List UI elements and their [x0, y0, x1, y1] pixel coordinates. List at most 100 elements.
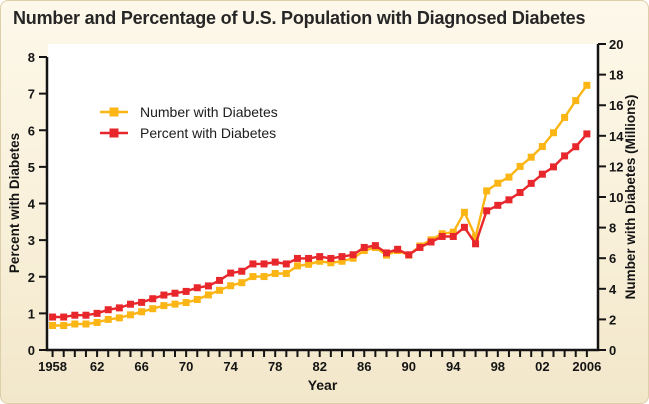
data-point-marker	[260, 273, 268, 281]
legend-label-percent: Percent with Diabetes	[140, 125, 277, 141]
data-point-marker	[316, 257, 324, 265]
data-point-marker	[115, 304, 123, 312]
data-point-marker	[49, 322, 57, 330]
data-point-marker	[438, 232, 446, 240]
data-point-marker	[316, 253, 324, 261]
data-point-marker	[327, 254, 335, 262]
data-point-marker	[505, 196, 513, 204]
left-tick-label: 6	[28, 123, 35, 138]
left-tick-label: 8	[28, 50, 35, 65]
x-tick-label: 1958	[38, 359, 67, 374]
right-tick-label: 16	[609, 98, 623, 113]
data-point-marker	[249, 260, 257, 268]
left-axis-title: Percent with Diabetes	[7, 133, 22, 273]
data-point-marker	[572, 143, 580, 151]
data-point-marker	[516, 162, 524, 170]
right-tick-label: 4	[609, 282, 617, 297]
data-point-marker	[460, 208, 468, 216]
data-point-marker	[561, 113, 569, 121]
data-point-marker	[171, 289, 179, 297]
data-point-marker	[93, 309, 101, 317]
data-point-marker	[138, 308, 146, 316]
x-tick-label: 94	[446, 359, 461, 374]
data-point-marker	[271, 258, 279, 266]
right-tick-label: 8	[609, 221, 616, 236]
data-point-marker	[494, 201, 502, 209]
data-point-marker	[349, 251, 357, 259]
series-percent	[49, 130, 591, 321]
right-tick-label: 2	[609, 312, 616, 327]
data-point-marker	[93, 318, 101, 326]
left-tick-label: 0	[28, 343, 35, 358]
data-point-marker	[505, 173, 513, 181]
data-point-marker	[60, 313, 68, 321]
right-tick-label: 20	[609, 37, 623, 52]
data-point-marker	[260, 260, 268, 268]
data-point-marker	[82, 320, 90, 328]
left-tick-label: 2	[28, 270, 35, 285]
right-tick-label: 10	[609, 190, 623, 205]
data-point-marker	[293, 262, 301, 270]
x-axis-title: Year	[308, 377, 338, 393]
data-point-marker	[405, 251, 413, 259]
data-point-marker	[216, 276, 224, 284]
data-point-marker	[305, 260, 313, 268]
data-point-marker	[383, 249, 391, 257]
left-tick-label: 4	[28, 197, 36, 212]
data-point-marker	[472, 233, 480, 241]
x-tick-label: 2006	[572, 359, 601, 374]
right-tick-label: 12	[609, 159, 623, 174]
right-tick-label: 18	[609, 68, 623, 83]
data-point-marker	[549, 129, 557, 137]
data-point-marker	[305, 254, 313, 262]
data-point-marker	[104, 315, 112, 323]
data-point-marker	[238, 267, 246, 275]
x-tick-label: 82	[312, 359, 326, 374]
data-point-marker	[193, 284, 201, 292]
data-point-marker	[171, 300, 179, 308]
right-tick-label: 0	[609, 343, 616, 358]
data-point-marker	[149, 305, 157, 313]
left-tick-label: 7	[28, 87, 35, 102]
data-point-marker	[227, 282, 235, 290]
x-tick-label: 90	[402, 359, 416, 374]
x-tick-label: 70	[179, 359, 193, 374]
data-point-marker	[271, 270, 279, 277]
legend: Number with Diabetes Percent with Diabet…	[99, 105, 278, 140]
data-point-marker	[427, 238, 435, 246]
data-point-marker	[126, 300, 134, 308]
data-point-marker	[449, 228, 457, 236]
data-point-marker	[449, 232, 457, 240]
data-point-marker	[460, 223, 468, 231]
data-point-marker	[561, 152, 569, 160]
data-point-marker	[527, 179, 535, 187]
data-point-marker	[204, 282, 212, 290]
data-point-marker	[126, 311, 134, 319]
number-series-marker-icon	[100, 107, 128, 117]
data-point-marker	[572, 97, 580, 105]
left-tick-label: 1	[28, 306, 35, 321]
data-point-marker	[216, 286, 224, 294]
data-point-marker	[371, 242, 379, 250]
data-point-marker	[583, 81, 591, 89]
data-point-marker	[483, 207, 491, 215]
data-point-marker	[293, 254, 301, 262]
data-point-marker	[549, 163, 557, 171]
x-tick-label: 66	[134, 359, 148, 374]
data-point-marker	[360, 243, 368, 251]
data-point-marker	[138, 298, 146, 306]
data-point-marker	[538, 170, 546, 178]
x-tick-label: 98	[491, 359, 505, 374]
x-tick-label: 86	[357, 359, 371, 374]
data-point-marker	[49, 313, 57, 321]
chart-title: Number and Percentage of U.S. Population…	[13, 8, 586, 28]
data-point-marker	[71, 320, 79, 328]
data-point-marker	[538, 143, 546, 151]
data-point-marker	[338, 257, 346, 265]
data-point-marker	[60, 322, 68, 330]
data-point-marker	[160, 302, 168, 310]
data-point-marker	[249, 273, 257, 281]
data-point-marker	[149, 295, 157, 303]
data-point-marker	[182, 299, 190, 307]
